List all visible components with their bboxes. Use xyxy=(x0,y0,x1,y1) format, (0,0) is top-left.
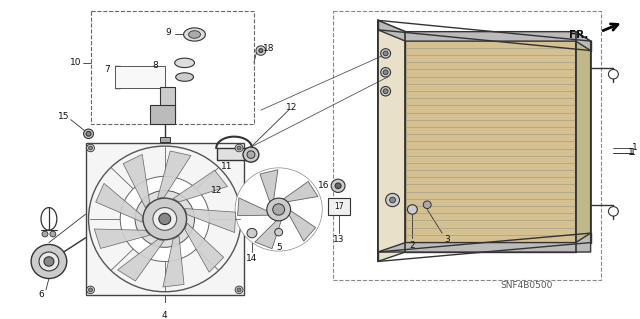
Circle shape xyxy=(386,193,399,207)
Circle shape xyxy=(609,70,618,79)
Circle shape xyxy=(247,151,255,159)
Circle shape xyxy=(275,228,283,236)
Circle shape xyxy=(86,286,95,294)
Text: 13: 13 xyxy=(333,235,345,244)
Text: 3: 3 xyxy=(444,235,450,244)
Text: 4: 4 xyxy=(162,311,168,319)
Text: 12: 12 xyxy=(286,103,297,112)
Text: SNF4B0500: SNF4B0500 xyxy=(500,281,552,290)
Text: 16: 16 xyxy=(317,181,329,190)
Polygon shape xyxy=(118,240,164,281)
Circle shape xyxy=(256,46,266,55)
Text: 2: 2 xyxy=(410,241,415,250)
Polygon shape xyxy=(157,151,191,198)
Circle shape xyxy=(335,183,341,189)
Circle shape xyxy=(331,179,345,192)
Circle shape xyxy=(159,213,171,225)
Ellipse shape xyxy=(184,28,205,41)
Circle shape xyxy=(235,168,323,251)
Text: 1: 1 xyxy=(627,148,633,157)
Circle shape xyxy=(88,146,241,292)
Text: 1: 1 xyxy=(630,148,636,157)
Bar xyxy=(90,11,254,124)
Circle shape xyxy=(44,257,54,266)
Polygon shape xyxy=(217,148,251,160)
Polygon shape xyxy=(260,170,278,204)
Circle shape xyxy=(383,70,388,75)
Bar xyxy=(328,198,350,215)
Circle shape xyxy=(39,252,59,271)
Circle shape xyxy=(235,286,243,294)
Circle shape xyxy=(259,49,263,52)
Polygon shape xyxy=(160,86,175,120)
Bar xyxy=(160,137,170,142)
Circle shape xyxy=(86,144,95,152)
Circle shape xyxy=(235,144,243,152)
Polygon shape xyxy=(288,209,316,241)
Polygon shape xyxy=(150,105,175,124)
Circle shape xyxy=(143,198,187,240)
Circle shape xyxy=(153,208,177,230)
Circle shape xyxy=(273,204,285,215)
Polygon shape xyxy=(378,20,591,51)
Circle shape xyxy=(381,49,390,58)
Polygon shape xyxy=(124,154,150,208)
Polygon shape xyxy=(94,229,150,249)
Text: 8: 8 xyxy=(152,61,158,70)
Bar xyxy=(115,66,164,88)
Text: 11: 11 xyxy=(221,162,233,171)
Text: 7: 7 xyxy=(104,65,110,74)
Circle shape xyxy=(383,89,388,93)
Circle shape xyxy=(247,228,257,238)
Polygon shape xyxy=(576,32,591,252)
Circle shape xyxy=(408,205,417,214)
Circle shape xyxy=(381,68,390,77)
Bar xyxy=(86,143,244,294)
Circle shape xyxy=(609,207,618,216)
Text: 6: 6 xyxy=(38,290,44,299)
Circle shape xyxy=(31,244,67,278)
Polygon shape xyxy=(378,233,591,252)
Circle shape xyxy=(381,86,390,96)
Bar xyxy=(333,11,600,280)
Circle shape xyxy=(135,190,195,247)
Circle shape xyxy=(237,288,241,292)
Circle shape xyxy=(237,146,241,150)
Text: FR.: FR. xyxy=(569,30,589,41)
Text: 17: 17 xyxy=(334,202,344,211)
Polygon shape xyxy=(185,209,236,233)
Circle shape xyxy=(86,131,91,136)
Polygon shape xyxy=(96,183,142,222)
Circle shape xyxy=(243,147,259,162)
Polygon shape xyxy=(173,170,227,202)
Circle shape xyxy=(88,146,93,150)
Polygon shape xyxy=(378,20,405,262)
Circle shape xyxy=(88,288,93,292)
Polygon shape xyxy=(282,182,318,202)
Polygon shape xyxy=(185,223,223,272)
Circle shape xyxy=(383,51,388,56)
Ellipse shape xyxy=(176,73,193,81)
Text: 12: 12 xyxy=(211,186,222,195)
Circle shape xyxy=(423,201,431,209)
Circle shape xyxy=(267,198,291,221)
Polygon shape xyxy=(405,32,576,252)
Text: 10: 10 xyxy=(70,58,81,67)
Circle shape xyxy=(50,231,56,237)
Polygon shape xyxy=(237,198,271,216)
Text: 5: 5 xyxy=(276,243,282,252)
Text: 15: 15 xyxy=(58,112,70,121)
Circle shape xyxy=(390,197,396,203)
Ellipse shape xyxy=(175,58,195,68)
Text: 18: 18 xyxy=(263,44,275,53)
Circle shape xyxy=(120,176,209,262)
Ellipse shape xyxy=(189,31,200,38)
Circle shape xyxy=(42,231,48,237)
Text: 1: 1 xyxy=(632,144,638,152)
Polygon shape xyxy=(163,236,184,287)
Polygon shape xyxy=(255,219,282,249)
Text: 14: 14 xyxy=(246,254,258,263)
Circle shape xyxy=(84,129,93,138)
Text: 9: 9 xyxy=(165,28,171,37)
